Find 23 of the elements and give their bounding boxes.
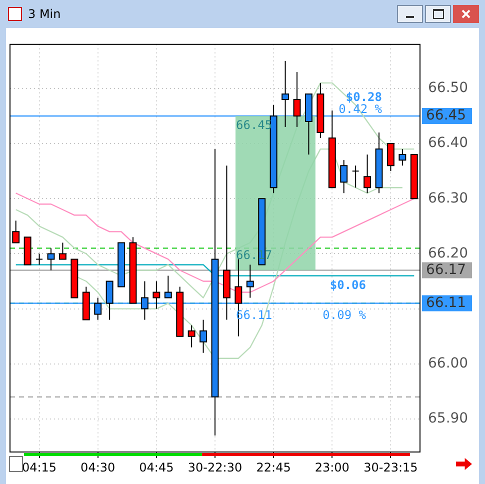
annotation: 0.09 % xyxy=(322,308,367,322)
x-tick-label: 23:00 xyxy=(314,460,350,474)
y-tick-label: 66.30 xyxy=(428,190,468,206)
ref-line-label: 66.11 xyxy=(426,294,466,311)
chart-title: 3 Min xyxy=(28,7,61,21)
x-tick-label: 04:30 xyxy=(80,460,116,474)
x-tick-label: 04:15 xyxy=(22,460,57,474)
x-tick-label: 30-22:30 xyxy=(188,460,242,474)
annotation: $0.06 xyxy=(330,278,366,292)
x-tick-label: 04:45 xyxy=(139,460,174,474)
annotation: 0.42 % xyxy=(338,102,383,116)
annotation: $0.28 xyxy=(346,90,382,104)
x-tick-label: 22:45 xyxy=(256,460,291,474)
ref-line-label: 66.45 xyxy=(426,108,466,124)
candlestick xyxy=(352,165,360,188)
y-tick-label: 66.20 xyxy=(428,245,468,262)
y-tick-label: 66.40 xyxy=(428,135,468,152)
x-tick-label: 30-23:15 xyxy=(364,460,418,474)
y-tick-label: 66.50 xyxy=(428,80,468,96)
y-tick-label: 65.90 xyxy=(428,410,468,427)
ref-line-label: 66.17 xyxy=(426,262,466,278)
y-tick-label: 66.00 xyxy=(428,356,468,372)
candlestick xyxy=(36,253,44,266)
